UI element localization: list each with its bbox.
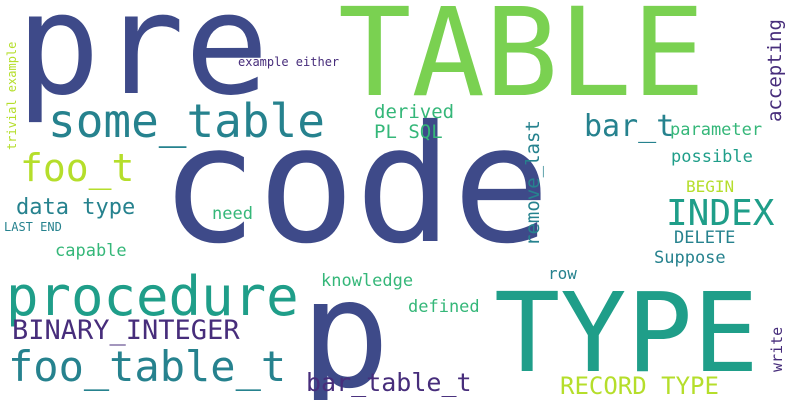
word-remove-last: remove_last <box>522 120 544 246</box>
word-type: TYPE <box>494 269 759 397</box>
word-some-table: some_table <box>48 94 325 148</box>
word-derived: derived <box>374 101 455 123</box>
word-index: INDEX <box>666 193 775 234</box>
word-need: need <box>212 204 253 224</box>
word-p: p <box>300 248 391 400</box>
word-data-type: data type <box>16 195 136 220</box>
word-possible: possible <box>671 147 753 167</box>
word-table: TABLE <box>338 0 706 124</box>
word-write: write <box>768 326 786 372</box>
word-foo-table-t: foo_table_t <box>8 342 287 391</box>
word-code: code <box>160 92 551 280</box>
word-knowledge: knowledge <box>321 271 414 291</box>
word-defined: defined <box>408 297 480 317</box>
word-suppose: Suppose <box>654 248 726 268</box>
word-trivial-example: trivial example <box>5 41 19 150</box>
word-parameter: parameter <box>670 120 763 140</box>
word-pl-sql: PL SQL <box>374 121 443 143</box>
word-begin: BEGIN <box>686 177 735 196</box>
word-record-type: RECORD TYPE <box>560 372 719 400</box>
word-bar-t: bar_t <box>584 109 675 144</box>
word-delete: DELETE <box>674 228 736 248</box>
word-pre: pre <box>16 0 269 127</box>
word-accepting: accepting <box>764 19 786 122</box>
word-foo-t: foo_t <box>20 146 135 190</box>
word-capable: capable <box>55 241 127 261</box>
word-procedure: procedure <box>6 265 299 328</box>
word-example-either: example either <box>238 55 340 69</box>
word-bar-table-t: bar_table_t <box>306 368 472 397</box>
word-row: row <box>548 264 577 283</box>
word-binary-integer: BINARY_INTEGER <box>12 315 240 346</box>
word-last-end: LAST END <box>4 220 62 234</box>
